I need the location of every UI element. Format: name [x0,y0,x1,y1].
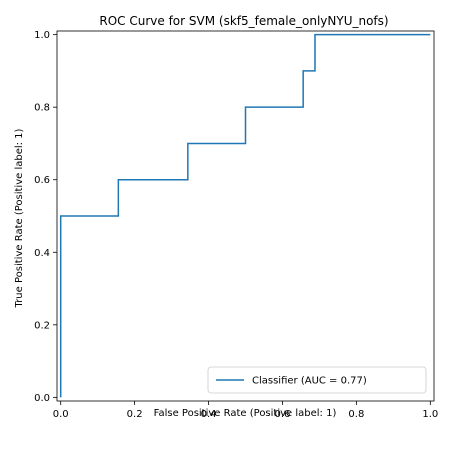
x-tick-label: 0.6 [275,409,291,420]
y-tick-label: 0.2 [34,320,50,331]
roc-curve-line [59,33,431,398]
plot-frame [56,30,435,402]
x-tick-label: 0.8 [348,409,364,420]
y-axis-label: True Positive Rate (Positive label: 1) [14,128,25,308]
y-tick-label: 0.6 [34,175,50,186]
x-tick-label: 0.2 [127,409,143,420]
legend-box [207,366,427,394]
legend-label: Classifier (AUC = 0.77) [252,376,367,387]
y-tick-label: 1.0 [34,30,50,41]
x-tick-label: 0.0 [53,409,69,420]
legend: Classifier (AUC = 0.77) [207,366,427,394]
chart-title: ROC Curve for SVM (skf5_female_onlyNYU_n… [99,14,388,28]
y-axis-ticks: 0.0 0.2 0.4 0.6 0.8 1.0 [34,30,57,404]
x-axis-ticks: 0.0 0.2 0.4 0.6 0.8 1.0 [53,401,438,420]
x-axis-label: False Positive Rate (Positive label: 1) [154,408,337,419]
x-tick-label: 1.0 [422,409,438,420]
y-tick-label: 0.0 [34,393,50,404]
y-tick-label: 0.4 [34,248,50,259]
x-tick-label: 0.4 [201,409,217,420]
plot-area [56,30,435,402]
y-tick-label: 0.8 [34,103,50,114]
